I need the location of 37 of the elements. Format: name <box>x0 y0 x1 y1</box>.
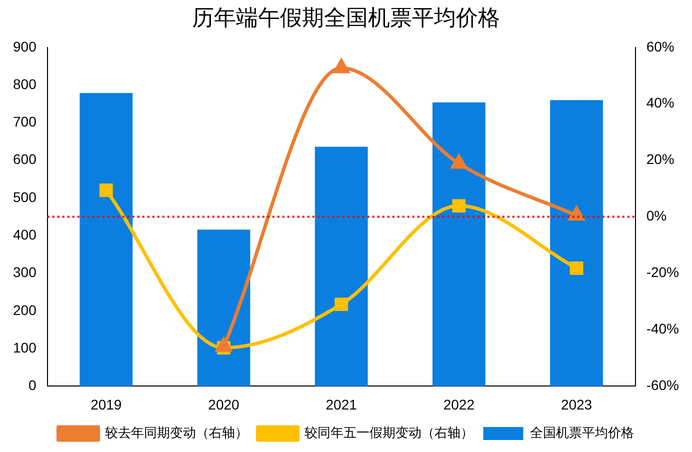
bar <box>550 100 603 386</box>
point <box>334 298 348 312</box>
y-tick-label: 900 <box>13 38 37 54</box>
x-tick-label: 2023 <box>560 396 592 412</box>
legend-label: 较去年同期变动（右轴） <box>104 425 248 440</box>
y2-tick-label: 0% <box>646 208 667 224</box>
y-tick-label: 400 <box>13 226 37 242</box>
x-tick-label: 2022 <box>443 396 475 412</box>
y2-tick-label: -40% <box>646 320 680 337</box>
point <box>570 261 584 275</box>
y-tick-label: 100 <box>13 339 37 356</box>
y-tick-label: 600 <box>13 151 37 168</box>
bar <box>80 92 133 386</box>
y2-tick-label: 20% <box>646 151 674 168</box>
x-tick-label: 2019 <box>90 396 122 412</box>
y2-tick-label: -20% <box>646 264 680 280</box>
bar <box>314 146 368 386</box>
bar <box>197 230 250 386</box>
y2-tick-label: -60% <box>646 377 680 394</box>
chart-title: 历年端午假期全国机票平均价格 <box>191 5 501 33</box>
legend-label: 全国机票平均价格 <box>530 425 634 440</box>
y-tick-label: 200 <box>13 302 37 318</box>
point <box>99 184 113 197</box>
y-tick-label: 300 <box>13 264 37 280</box>
y-tick-label: 500 <box>13 188 37 205</box>
point <box>334 59 350 74</box>
y-tick-label: 0 <box>28 377 37 394</box>
x-tick-label: 2020 <box>208 396 240 412</box>
legend-label: 较同年五一假期变动（右轴） <box>304 425 474 440</box>
y-tick-label: 800 <box>13 76 37 92</box>
point <box>452 199 466 212</box>
point <box>451 154 467 169</box>
y2-tick-label: 60% <box>646 38 674 54</box>
y-tick-label: 700 <box>13 114 37 130</box>
x-tick-label: 2021 <box>326 396 358 412</box>
bar <box>432 102 486 386</box>
y2-tick-label: 40% <box>646 94 674 111</box>
